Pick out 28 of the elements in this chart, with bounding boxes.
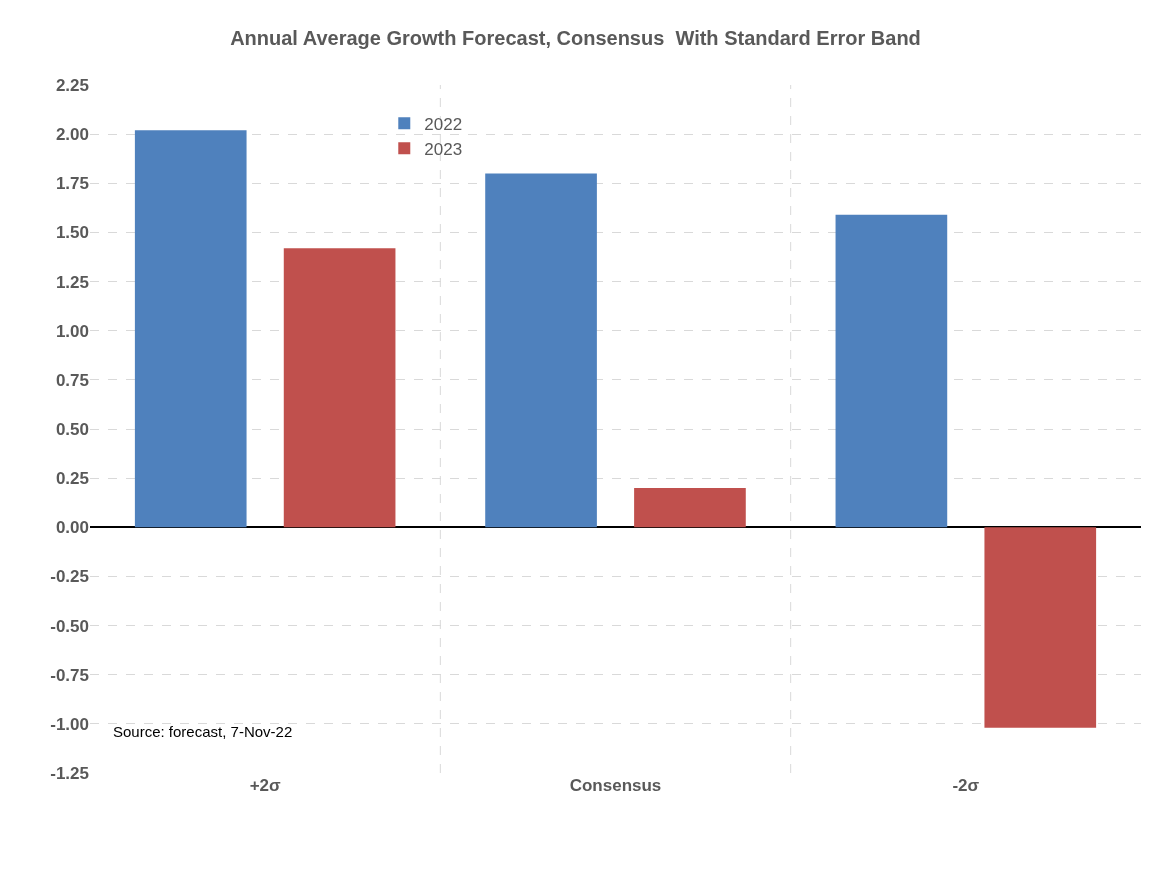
legend-label: 2022 bbox=[424, 114, 463, 134]
y-tick-label: -1.25 bbox=[50, 763, 89, 783]
y-tick-label: 0.50 bbox=[55, 419, 89, 439]
y-tick-label: 2.00 bbox=[55, 125, 89, 145]
bar bbox=[634, 487, 746, 528]
y-tick-label: 1.50 bbox=[55, 223, 89, 243]
chart-title: Annual Average Growth Forecast, Consensus With Standard Error Band bbox=[230, 26, 921, 49]
y-tick-label: -1.00 bbox=[50, 714, 89, 734]
y-tick-label: 2.25 bbox=[55, 75, 89, 95]
y-tick-label: -0.75 bbox=[50, 665, 89, 685]
bar bbox=[134, 130, 247, 528]
y-tick-label: -0.25 bbox=[50, 567, 89, 587]
y-tick-label: 1.75 bbox=[55, 174, 89, 194]
bar bbox=[984, 527, 1097, 728]
y-tick-label: 0.00 bbox=[55, 518, 89, 538]
x-tick-label: -2σ bbox=[952, 776, 980, 795]
x-tick-label: +2σ bbox=[249, 776, 282, 795]
y-tick-label: 1.25 bbox=[55, 272, 89, 292]
annotation: Source: forecast, 7-Nov-22 bbox=[113, 723, 293, 740]
y-tick-label: 0.25 bbox=[55, 469, 89, 489]
legend-label: 2023 bbox=[424, 139, 463, 159]
y-tick-label: 0.75 bbox=[55, 370, 89, 390]
bar bbox=[283, 248, 396, 528]
bar bbox=[835, 214, 948, 528]
y-tick-label: -0.50 bbox=[50, 616, 89, 636]
y-tick-label: 1.00 bbox=[55, 321, 89, 341]
x-tick-label: Consensus bbox=[569, 776, 662, 795]
bar bbox=[485, 173, 597, 528]
